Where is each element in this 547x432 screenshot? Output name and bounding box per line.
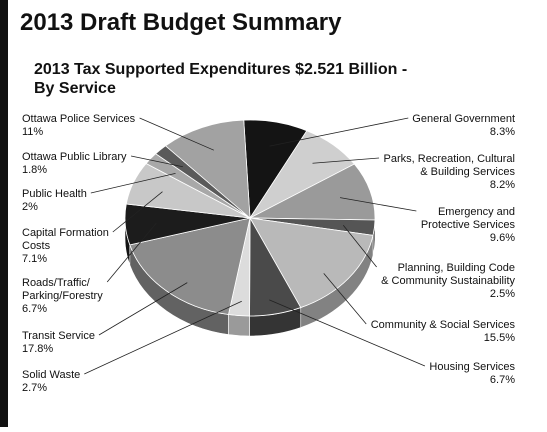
slice-label-name: Housing Services: [429, 361, 515, 373]
slice-label-value: 8.3%: [490, 126, 515, 138]
slice-label-value: 17.8%: [22, 343, 53, 355]
leader-line: [84, 301, 241, 374]
slice-label-value: 9.6%: [490, 232, 515, 244]
slice-label-value: 6.7%: [22, 303, 47, 315]
slice-label-name: Public Health: [22, 188, 87, 200]
slice-label: Planning, Building Code& Community Susta…: [381, 262, 515, 300]
slice-label-name: Ottawa Public Library: [22, 151, 127, 163]
chart-title: 2013 Draft Budget Summary: [20, 9, 342, 36]
chart-subtitle: 2013 Tax Supported Expenditures $2.521 B…: [34, 61, 407, 97]
slice-label-name: Planning, Building Code& Community Susta…: [381, 262, 515, 287]
leader-line: [269, 300, 425, 366]
slice-label-value: 2.5%: [490, 288, 515, 300]
slice-label-value: 8.2%: [490, 179, 515, 191]
slice-side: [228, 315, 249, 336]
slice-label-value: 11%: [22, 126, 43, 138]
side-bar: [0, 0, 8, 427]
slice-label-value: 15.5%: [484, 332, 515, 344]
slice-label-name: Community & Social Services: [371, 319, 516, 331]
slice-label-value: 1.8%: [22, 164, 47, 176]
slice-label-name: Ottawa Police Services: [22, 113, 136, 125]
slice-label-name: Parks, Recreation, Cultural& Building Se…: [384, 153, 516, 178]
slice-label-name: Roads/Traffic/Parking/Forestry: [22, 277, 103, 302]
slice-label: Parks, Recreation, Cultural& Building Se…: [384, 153, 516, 191]
slice-label-name: Transit Service: [22, 330, 95, 342]
pie-tops: [125, 120, 375, 316]
slice-label-value: 2.7%: [22, 382, 47, 394]
slice-label-value: 7.1%: [22, 253, 47, 265]
slice-label-name: Solid Waste: [22, 369, 80, 381]
slice-label-value: 6.7%: [490, 374, 515, 386]
slice-label-name: General Government: [412, 113, 515, 125]
slice-label-value: 2%: [22, 201, 38, 213]
